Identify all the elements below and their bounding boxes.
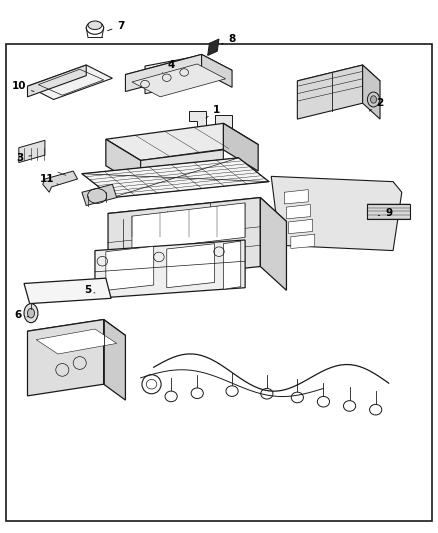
Polygon shape bbox=[289, 219, 313, 233]
Polygon shape bbox=[43, 171, 78, 192]
Polygon shape bbox=[95, 240, 245, 298]
Polygon shape bbox=[28, 319, 125, 347]
Polygon shape bbox=[106, 139, 141, 187]
Polygon shape bbox=[28, 65, 86, 97]
Text: 4: 4 bbox=[162, 60, 175, 73]
Polygon shape bbox=[291, 234, 315, 248]
Polygon shape bbox=[367, 204, 410, 219]
Polygon shape bbox=[201, 54, 232, 87]
Polygon shape bbox=[297, 65, 363, 119]
Polygon shape bbox=[286, 205, 311, 219]
Polygon shape bbox=[19, 140, 45, 163]
Polygon shape bbox=[125, 54, 201, 92]
Polygon shape bbox=[132, 64, 226, 97]
Polygon shape bbox=[141, 150, 223, 182]
Ellipse shape bbox=[142, 375, 161, 394]
Text: 8: 8 bbox=[222, 34, 236, 44]
Ellipse shape bbox=[24, 304, 38, 322]
Text: 1: 1 bbox=[206, 105, 220, 118]
Polygon shape bbox=[125, 54, 232, 91]
Ellipse shape bbox=[371, 96, 377, 103]
Text: 2: 2 bbox=[369, 98, 384, 111]
Polygon shape bbox=[82, 158, 269, 198]
Ellipse shape bbox=[226, 386, 238, 397]
Text: 11: 11 bbox=[40, 174, 58, 184]
Polygon shape bbox=[132, 203, 245, 251]
Polygon shape bbox=[271, 176, 402, 251]
Polygon shape bbox=[363, 65, 380, 119]
Polygon shape bbox=[284, 190, 308, 204]
Polygon shape bbox=[108, 198, 286, 237]
Polygon shape bbox=[260, 198, 286, 290]
Text: 9: 9 bbox=[378, 208, 392, 219]
Polygon shape bbox=[106, 246, 154, 290]
Polygon shape bbox=[24, 278, 111, 304]
Polygon shape bbox=[106, 123, 258, 160]
Polygon shape bbox=[208, 39, 219, 55]
Ellipse shape bbox=[88, 21, 102, 29]
Text: 7: 7 bbox=[108, 21, 125, 31]
Polygon shape bbox=[188, 111, 206, 128]
Polygon shape bbox=[297, 65, 380, 97]
Polygon shape bbox=[82, 184, 117, 206]
Polygon shape bbox=[104, 319, 125, 400]
Text: 5: 5 bbox=[84, 285, 95, 295]
Ellipse shape bbox=[318, 397, 329, 407]
Text: 10: 10 bbox=[11, 81, 34, 92]
Ellipse shape bbox=[261, 389, 273, 399]
Polygon shape bbox=[215, 115, 232, 133]
Text: 6: 6 bbox=[14, 310, 28, 320]
Text: 3: 3 bbox=[16, 153, 31, 163]
Polygon shape bbox=[167, 244, 215, 288]
Polygon shape bbox=[36, 329, 117, 354]
Polygon shape bbox=[145, 57, 193, 94]
Ellipse shape bbox=[370, 405, 382, 415]
Polygon shape bbox=[223, 241, 241, 289]
Polygon shape bbox=[223, 123, 258, 171]
Polygon shape bbox=[28, 319, 104, 396]
Ellipse shape bbox=[165, 391, 177, 402]
Ellipse shape bbox=[343, 401, 356, 411]
Ellipse shape bbox=[191, 388, 203, 399]
Ellipse shape bbox=[28, 309, 35, 318]
Ellipse shape bbox=[291, 392, 304, 403]
Polygon shape bbox=[28, 65, 113, 100]
Polygon shape bbox=[108, 198, 260, 282]
